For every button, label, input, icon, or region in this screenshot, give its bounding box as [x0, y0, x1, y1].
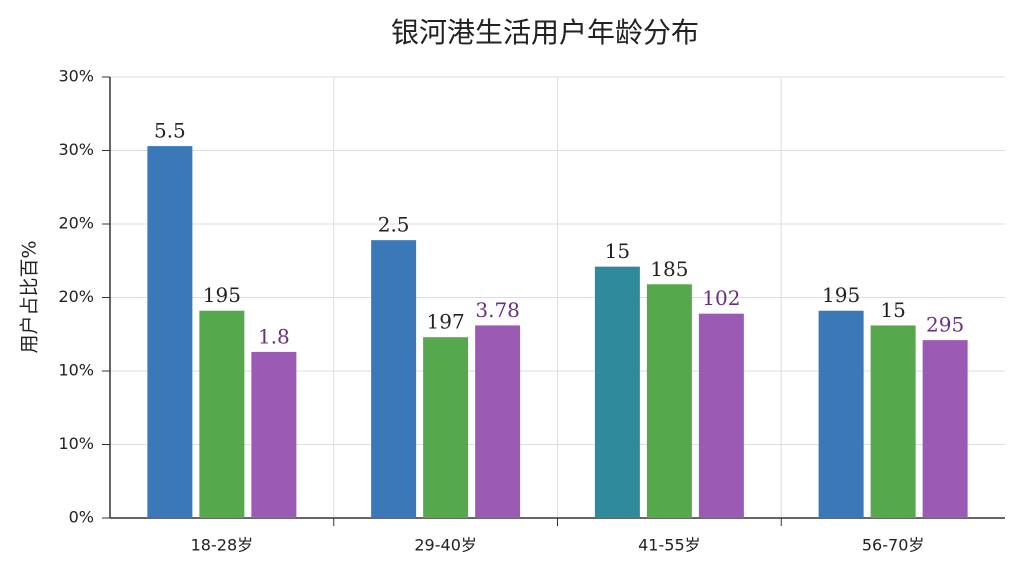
bar [251, 351, 297, 518]
bar [818, 310, 864, 518]
bar [475, 325, 521, 518]
x-tick-label: 56-70岁 [862, 536, 925, 555]
y-tick-label: 30% [58, 67, 94, 86]
bar [594, 266, 640, 518]
bar [922, 340, 968, 518]
bar [199, 310, 245, 518]
data-label: 195 [203, 283, 241, 307]
y-tick-label: 30% [58, 140, 94, 159]
bar [147, 146, 193, 518]
data-label: 15 [605, 239, 630, 263]
data-label: 185 [650, 257, 688, 281]
y-tick-label: 0% [69, 508, 94, 527]
chart-title: 银河港生活用户年龄分布 [391, 16, 699, 49]
bar [423, 337, 469, 518]
bar [646, 284, 692, 518]
data-label: 197 [427, 310, 465, 334]
y-axis-label: 用户占比百% [19, 240, 41, 353]
data-label: 15 [880, 298, 905, 322]
x-tick-label: 18-28岁 [191, 536, 254, 555]
x-tick-label: 29-40岁 [414, 536, 477, 555]
y-tick-label: 10% [58, 361, 94, 380]
data-label: 5.5 [154, 119, 186, 143]
y-tick-label: 20% [58, 214, 94, 233]
bar [371, 240, 417, 519]
data-label: 102 [702, 286, 740, 310]
data-label: 295 [926, 313, 964, 337]
data-label: 3.78 [475, 298, 520, 322]
y-tick-label: 10% [58, 434, 94, 453]
data-label: 1.8 [258, 324, 290, 348]
data-label: 2.5 [378, 213, 410, 237]
x-tick-label: 41-55岁 [638, 536, 701, 555]
y-tick-label: 20% [58, 287, 94, 306]
bar [870, 325, 916, 518]
data-label: 195 [822, 283, 860, 307]
bar [698, 313, 744, 518]
